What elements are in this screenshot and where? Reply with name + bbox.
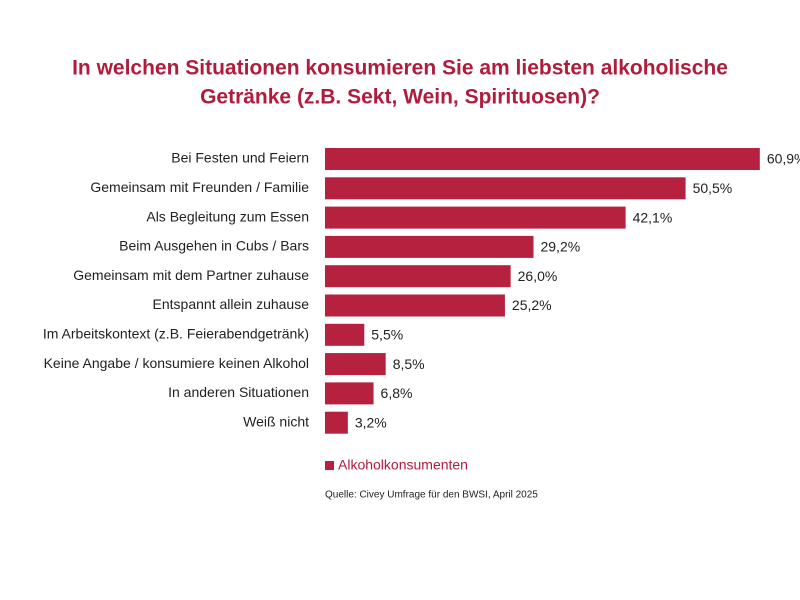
bar <box>325 294 505 317</box>
value-label: 25,2% <box>512 297 552 313</box>
chart-title: Getränke (z.B. Sekt, Wein, Spirituosen)? <box>200 86 600 109</box>
bar <box>325 206 626 229</box>
chart-title: In welchen Situationen konsumieren Sie a… <box>72 57 728 80</box>
category-label: Beim Ausgehen in Cubs / Bars <box>119 238 309 254</box>
value-label: 29,2% <box>540 239 580 255</box>
category-label: Entspannt allein zuhause <box>153 296 310 312</box>
bar <box>325 177 686 200</box>
value-label: 50,5% <box>693 180 733 196</box>
category-label: Im Arbeitskontext (z.B. Feierabendgeträn… <box>43 326 309 342</box>
legend-label: Alkoholkonsumenten <box>338 457 468 473</box>
value-label: 42,1% <box>633 209 673 225</box>
value-label: 26,0% <box>518 268 558 284</box>
value-label: 60,9% <box>767 151 800 167</box>
category-label: Gemeinsam mit Freunden / Familie <box>90 179 309 195</box>
bar <box>325 235 534 258</box>
category-label: Als Begleitung zum Essen <box>146 208 309 224</box>
value-label: 5,5% <box>371 327 403 343</box>
value-label: 6,8% <box>381 385 413 401</box>
bar <box>325 265 511 288</box>
source-note: Quelle: Civey Umfrage für den BWSI, Apri… <box>325 490 538 501</box>
bar <box>325 382 374 405</box>
value-label: 3,2% <box>355 414 387 430</box>
category-label: Bei Festen und Feiern <box>171 150 309 166</box>
value-label: 8,5% <box>393 356 425 372</box>
legend-swatch <box>325 461 334 470</box>
category-label: Keine Angabe / konsumiere keinen Alkohol <box>44 355 309 371</box>
bar <box>325 148 760 170</box>
bar <box>325 353 386 376</box>
category-label: Weiß nicht <box>243 413 309 429</box>
category-label: In anderen Situationen <box>168 384 309 400</box>
category-label: Gemeinsam mit dem Partner zuhause <box>73 267 309 283</box>
bar <box>325 323 365 346</box>
bar <box>325 411 348 434</box>
